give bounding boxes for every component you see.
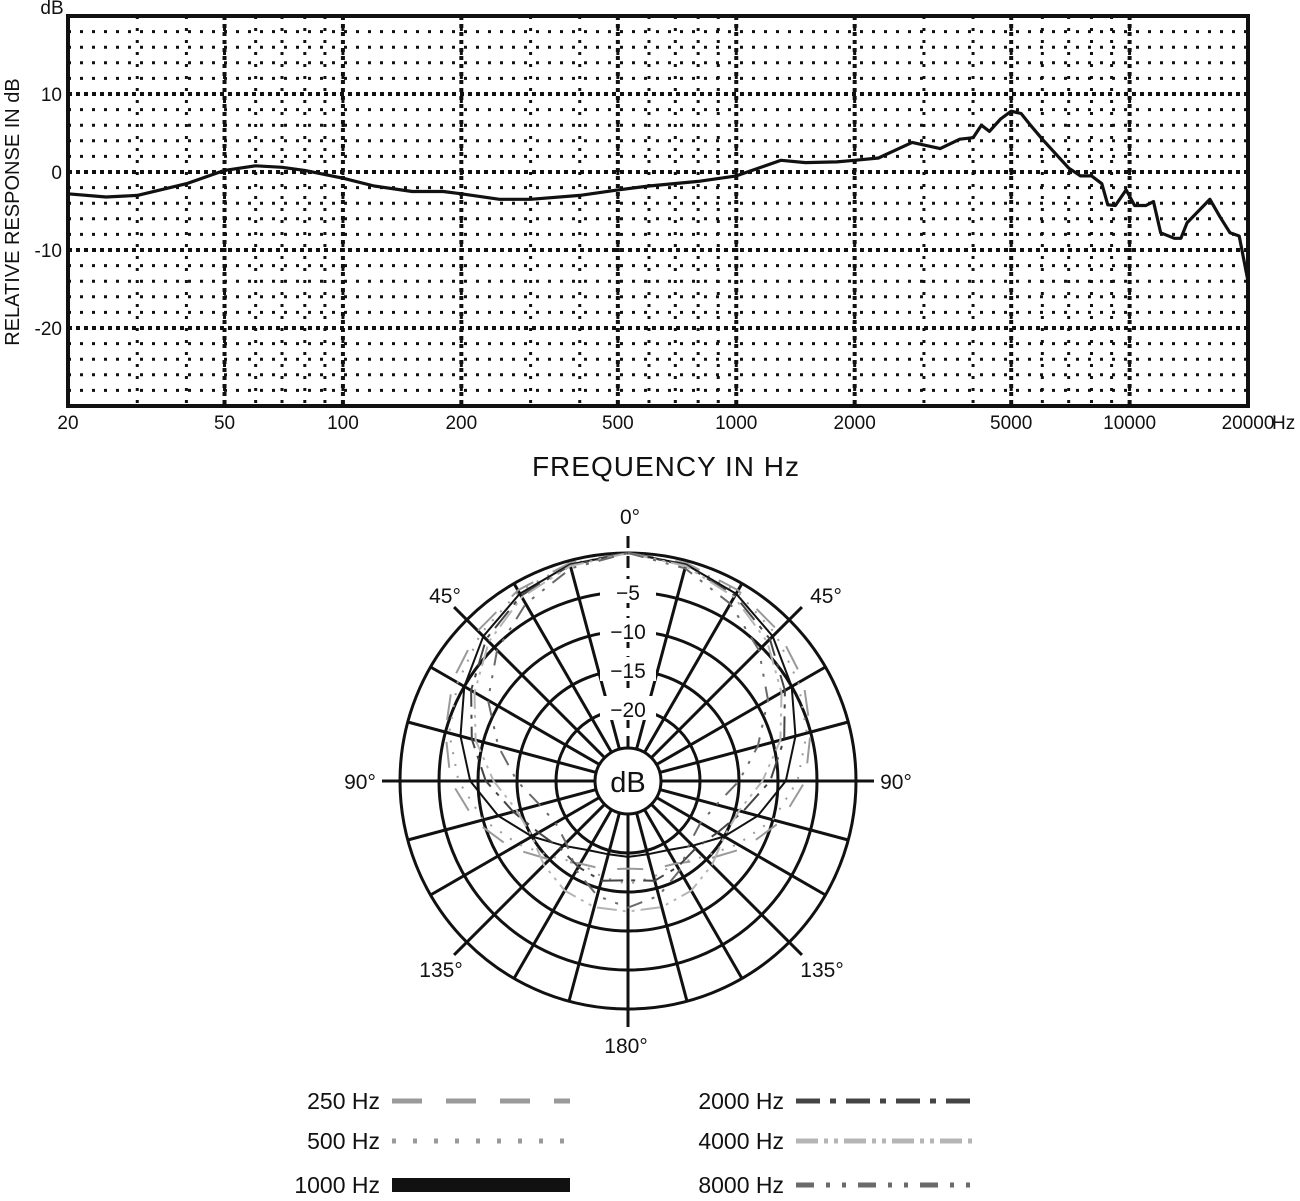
y-tick-label: 0 <box>51 163 62 184</box>
legend: 250 Hz 500 Hz 1000 Hz 2000 Hz 4000 Hz 8000 Hz <box>294 1088 974 1198</box>
polar-angle-label: 135° <box>800 959 843 982</box>
polar-ring-label-bg <box>600 579 656 603</box>
polar-ring-label: −15 <box>610 660 646 683</box>
legend-label: 8000 Hz <box>698 1172 784 1196</box>
plot-frame <box>66 14 1250 408</box>
x-tick-label: 2000 <box>834 413 876 434</box>
legend-label: 500 Hz <box>307 1128 380 1154</box>
y-tick-labels: 10 0 -10 -20 <box>35 85 62 340</box>
y-axis-title: RELATIVE RESPONSE IN dB <box>2 78 24 346</box>
polar-pattern-chart: 0° 45° 45° 90° 90° 135° 135° 180° −5 −10 −15 −20 d… <box>344 506 912 1058</box>
polar-angle-label: 135° <box>419 959 462 982</box>
y-tick-label: -20 <box>35 319 62 340</box>
x-tick-label: 20 <box>57 413 78 434</box>
polar-series-line <box>487 552 769 909</box>
grid-major <box>68 16 1248 406</box>
frequency-response-chart: 20 50 100 200 500 1000 2000 5000 10000 20000 100-… <box>2 0 1295 482</box>
polar-spoke <box>659 788 849 842</box>
polar-ring-label-bg <box>600 696 656 720</box>
x-tick-labels: 20 50 100 200 500 1000 2000 5000 10000 20000 <box>57 413 1274 434</box>
y-tick-label: 10 <box>41 85 62 106</box>
polar-spoke <box>512 808 613 980</box>
polar-angle-label: 0° <box>620 506 640 529</box>
polar-angle-labels: 0° 45° 45° 90° 90° 135° 135° 180° <box>344 506 912 1058</box>
x-tick-label: 200 <box>445 413 477 434</box>
polar-series-line <box>470 552 786 882</box>
legend-label: 4000 Hz <box>698 1128 784 1154</box>
polar-ring-label: −20 <box>610 699 646 722</box>
polar-series-line <box>444 552 812 871</box>
polar-spoke <box>429 796 601 897</box>
polar-ring-labels: −5 −10 −15 −20 <box>600 579 656 722</box>
y-unit-label: dB <box>40 0 63 19</box>
x-tick-label: 10000 <box>1103 413 1156 434</box>
polar-series-line <box>459 552 797 858</box>
legend-label: 250 Hz <box>307 1088 380 1114</box>
polar-series-group <box>444 552 812 913</box>
series-line <box>67 109 1250 282</box>
y-tick-label: -10 <box>35 241 62 262</box>
polar-series-line <box>448 552 808 886</box>
polar-center-circle <box>593 746 663 816</box>
polar-ring-label-bg <box>600 618 656 642</box>
x-unit-label: Hz <box>1272 413 1295 434</box>
polar-spoke <box>512 582 613 754</box>
x-tick-label: 20000 <box>1222 413 1275 434</box>
legend-label: 1000 Hz <box>294 1172 380 1196</box>
grid-minor <box>68 16 1248 406</box>
polar-angle-label: 45° <box>810 585 842 608</box>
polar-angle-label: 90° <box>344 771 376 794</box>
polar-ring-label-bg <box>600 657 656 681</box>
polar-angle-label: 180° <box>604 1035 647 1058</box>
polar-spoke <box>407 788 597 842</box>
polar-spoke <box>429 665 601 766</box>
polar-spoke <box>452 605 606 759</box>
polar-series-line <box>473 552 783 913</box>
x-tick-label: 1000 <box>715 413 757 434</box>
series-group <box>67 109 1250 282</box>
polar-spoke <box>659 720 849 774</box>
polar-spoke <box>567 812 621 1002</box>
polar-angle-label: 45° <box>429 585 461 608</box>
polar-spoke <box>407 720 597 774</box>
polar-spoke <box>650 803 804 957</box>
polar-spoke <box>655 796 827 897</box>
x-axis-title: FREQUENCY IN Hz <box>532 451 800 482</box>
x-tick-label: 500 <box>602 413 634 434</box>
polar-spoke <box>643 808 744 980</box>
polar-center-label: dB <box>610 767 645 799</box>
polar-angle-label: 90° <box>880 771 912 794</box>
x-tick-label: 50 <box>214 413 235 434</box>
polar-spoke <box>643 582 744 754</box>
polar-ring-label: −10 <box>610 621 646 644</box>
polar-spoke <box>452 803 606 957</box>
x-tick-label: 100 <box>327 413 359 434</box>
x-tick-label: 5000 <box>990 413 1032 434</box>
polar-spoke <box>635 812 689 1002</box>
polar-spoke <box>650 605 804 759</box>
polar-spoke <box>655 665 827 766</box>
polar-ring-label: −5 <box>616 582 640 605</box>
legend-label: 2000 Hz <box>698 1088 784 1114</box>
